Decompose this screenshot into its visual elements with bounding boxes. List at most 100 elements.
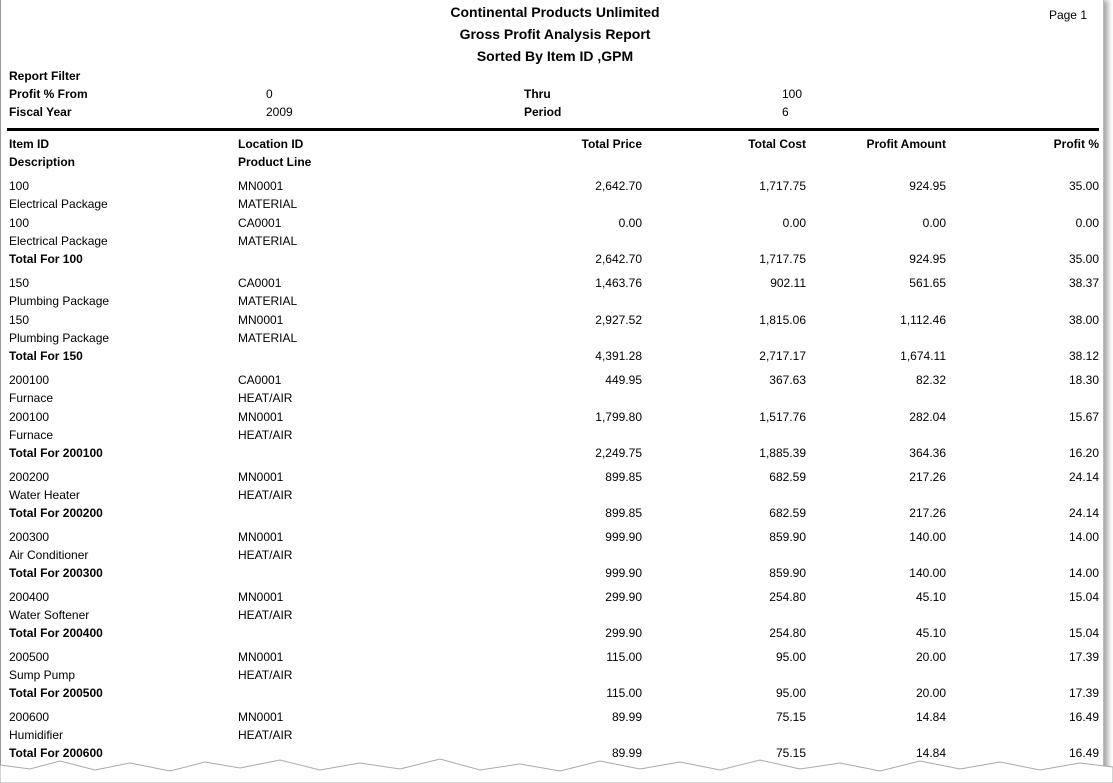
cell-product-line: MATERIAL: [238, 197, 298, 211]
total-pct: 16.49: [1068, 746, 1099, 760]
total-pct: 16.20: [1068, 446, 1099, 460]
company: Continental Products Unlimited: [450, 4, 660, 20]
cell-amount: 45.10: [915, 590, 946, 604]
total-price: 299.90: [605, 626, 642, 640]
cell-location: MN0001: [238, 410, 284, 424]
cell-location: MN0001: [238, 710, 284, 724]
cell-description: Humidifier: [9, 728, 64, 742]
cell-pct: 15.04: [1068, 590, 1099, 604]
total-amount: 45.10: [915, 626, 946, 640]
total-amount: 364.36: [909, 446, 946, 460]
cell-item: 200400: [9, 590, 50, 604]
column-header: Profit %: [1053, 137, 1099, 151]
total-cost: 2,717.17: [759, 349, 806, 363]
total-price: 899.85: [605, 506, 642, 520]
cell-cost: 1,717.75: [759, 179, 806, 193]
cell-pct: 0.00: [1075, 216, 1099, 230]
cell-item: 200300: [9, 530, 50, 544]
cell-amount: 20.00: [915, 650, 946, 664]
total-label: Total For 200200: [9, 506, 103, 520]
cell-product-line: HEAT/AIR: [238, 488, 293, 502]
cell-amount: 561.65: [909, 276, 946, 290]
cell-item: 150: [9, 313, 30, 327]
cell-amount: 0.00: [922, 216, 946, 230]
cell-description: Plumbing Package: [9, 331, 110, 345]
column-header: Description: [9, 155, 76, 169]
total-label: Total For 100: [9, 252, 83, 266]
report-title: Gross Profit Analysis Report: [459, 26, 651, 42]
cell-amount: 217.26: [909, 470, 946, 484]
torn-edge: [0, 758, 1113, 783]
cell-price: 0.00: [618, 216, 642, 230]
cell-description: Plumbing Package: [9, 294, 110, 308]
total-price: 2,249.75: [595, 446, 642, 460]
cell-pct: 16.49: [1068, 710, 1099, 724]
cell-description: Furnace: [9, 428, 54, 442]
total-price: 115.00: [606, 686, 642, 700]
cell-location: CA0001: [238, 373, 282, 387]
total-amount: 140.00: [909, 566, 946, 580]
cell-description: Furnace: [9, 391, 54, 405]
filter-value: 100: [782, 87, 803, 101]
total-label: Total For 150: [9, 349, 83, 363]
cell-location: MN0001: [238, 470, 284, 484]
column-header: Location ID: [238, 137, 304, 151]
cell-amount: 1,112.46: [900, 313, 946, 327]
total-price: 2,642.70: [595, 252, 642, 266]
report-subtitle: Sorted By Item ID ,GPM: [476, 48, 634, 64]
total-cost: 75.15: [775, 746, 806, 760]
cell-cost: 254.80: [769, 590, 806, 604]
cell-price: 1,799.80: [595, 410, 642, 424]
cell-price: 999.90: [605, 530, 642, 544]
cell-location: MN0001: [238, 530, 284, 544]
cell-pct: 18.30: [1068, 373, 1099, 387]
total-pct: 24.14: [1068, 506, 1099, 520]
total-amount: 924.95: [909, 252, 946, 266]
cell-amount: 140.00: [909, 530, 946, 544]
total-pct: 14.00: [1068, 566, 1099, 580]
cell-cost: 367.63: [769, 373, 806, 387]
cell-cost: 859.90: [769, 530, 806, 544]
cell-pct: 38.37: [1068, 276, 1099, 290]
cell-price: 299.90: [605, 590, 642, 604]
filter-value: 0: [266, 87, 273, 101]
cell-product-line: HEAT/AIR: [238, 428, 293, 442]
cell-pct: 15.67: [1068, 410, 1099, 424]
filter-label: Profit % From: [9, 87, 88, 101]
cell-product-line: HEAT/AIR: [238, 608, 293, 622]
cell-product-line: MATERIAL: [238, 331, 298, 345]
cell-amount: 282.04: [909, 410, 946, 424]
total-amount: 20.00: [915, 686, 946, 700]
cell-price: 1,463.76: [595, 276, 642, 290]
cell-price: 449.95: [605, 373, 642, 387]
total-cost: 1,717.75: [759, 252, 806, 266]
cell-item: 200200: [9, 470, 50, 484]
total-amount: 217.26: [909, 506, 946, 520]
cell-description: Air Conditioner: [9, 548, 89, 562]
cell-pct: 17.39: [1068, 650, 1099, 664]
total-label: Total For 200600: [9, 746, 103, 760]
cell-item: 200600: [9, 710, 50, 724]
filter-label: Report Filter: [9, 69, 81, 83]
total-pct: 38.12: [1068, 349, 1099, 363]
cell-pct: 14.00: [1068, 530, 1099, 544]
cell-price: 2,927.52: [595, 313, 642, 327]
cell-location: CA0001: [238, 276, 282, 290]
cell-product-line: HEAT/AIR: [238, 728, 293, 742]
cell-item: 150: [9, 276, 30, 290]
cell-amount: 82.32: [915, 373, 946, 387]
cell-cost: 1,815.06: [759, 313, 806, 327]
cell-price: 115.00: [606, 650, 642, 664]
total-price: 999.90: [605, 566, 642, 580]
column-header: Product Line: [238, 155, 312, 169]
cell-description: Water Heater: [9, 488, 80, 502]
cell-description: Electrical Package: [9, 197, 108, 211]
filter-value: 6: [782, 105, 789, 119]
page-number: Page 1: [1048, 8, 1087, 22]
total-label: Total For 200500: [9, 686, 103, 700]
cell-cost: 902.11: [770, 276, 806, 290]
total-price: 4,391.28: [595, 349, 642, 363]
total-amount: 1,674.11: [900, 349, 946, 363]
cell-cost: 75.15: [775, 710, 806, 724]
